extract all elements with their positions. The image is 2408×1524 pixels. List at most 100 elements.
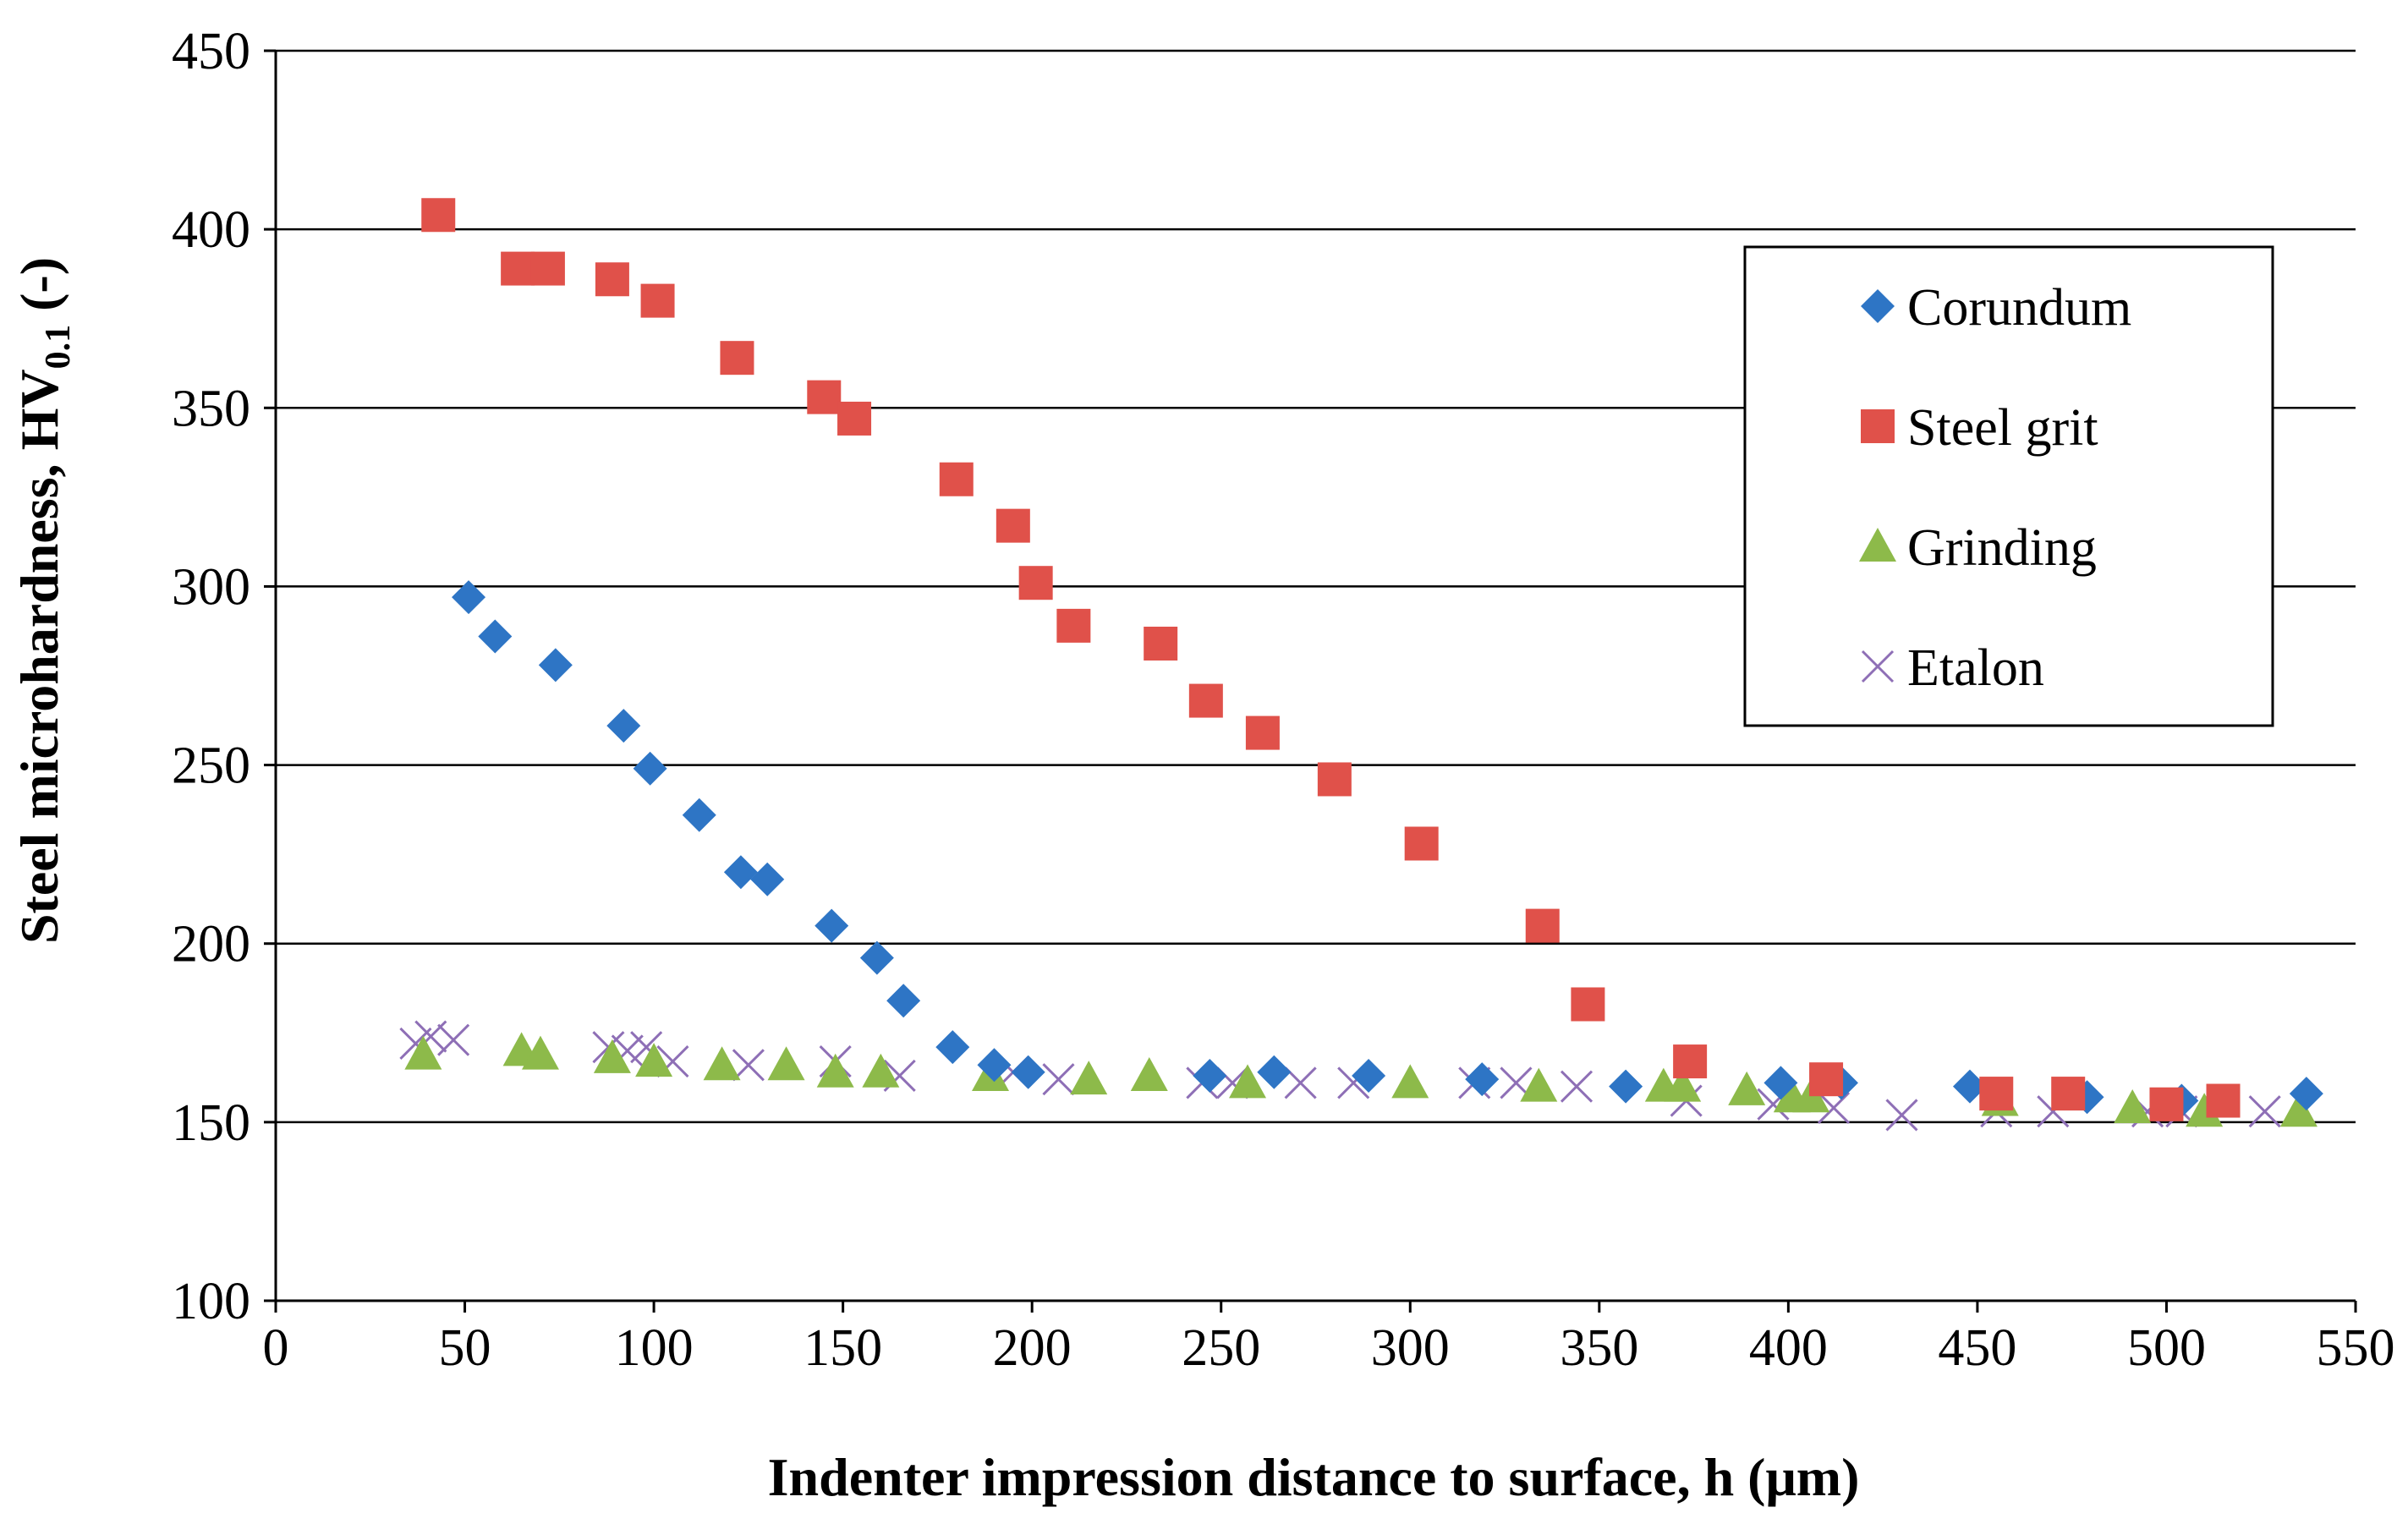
data-point-corundum [1352,1058,1386,1093]
x-tick-label: 500 [2127,1319,2206,1377]
legend-marker-corundum [1861,289,1895,323]
data-point-etalon [1560,1070,1593,1103]
axes [264,49,2357,1313]
marker-stroke [1042,1063,1075,1096]
legend-marker-grinding [1859,528,1896,562]
x-tick-label: 150 [804,1319,882,1377]
data-point-corundum [682,798,716,832]
y-tick-label: 350 [172,380,250,437]
y-tick-label: 150 [172,1094,250,1152]
x-tick-label: 50 [439,1319,491,1377]
data-point-steel-grit [807,380,842,414]
data-point-grinding [1664,1067,1702,1102]
marker-stroke [399,1027,432,1061]
legend-box [1743,245,2274,727]
data-point-steel-grit [595,262,629,297]
data-point-steel-grit [530,251,565,286]
data-point-steel-grit [1979,1077,2014,1111]
marker-stroke [1861,650,1895,683]
x-tick-label: 0 [263,1319,289,1377]
data-point-grinding [404,1035,442,1070]
data-point-corundum [538,648,573,683]
y-axis-title: Steel microhardness, HV0.1 (-) [9,257,78,944]
y-axis-title-subscript: 0.1 [39,325,78,370]
legend-label-grinding: Grinding [1907,519,2097,577]
legend-label-steel-grit: Steel grit [1907,399,2098,457]
x-tick-label: 250 [1182,1319,1260,1377]
data-point-grinding [1728,1071,1766,1105]
data-point-steel-grit [1188,683,1223,718]
data-points [399,198,2323,1132]
data-point-etalon [437,1023,470,1056]
data-point-etalon [732,1049,765,1082]
data-point-etalon [2248,1095,2281,1128]
data-point-corundum [1465,1062,1500,1097]
y-axis-title-suffix: (-) [9,257,69,325]
x-tick-label: 350 [1560,1319,1638,1377]
y-tick-label: 450 [172,23,250,80]
marker-stroke [732,1049,765,1082]
data-point-steel-grit [2206,1083,2241,1118]
data-point-corundum [1763,1066,1798,1100]
data-point-grinding [2114,1088,2152,1123]
y-axis-title-main: Steel microhardness, HV [9,369,69,944]
series-steel-grit [421,198,2241,1121]
data-point-steel-grit [939,462,974,496]
data-point-steel-grit [501,251,535,286]
marker-stroke [1284,1066,1317,1099]
data-point-corundum [750,862,785,896]
legend: Corundum Steel grit Grinding Etalon [1743,245,2274,727]
data-point-steel-grit [2051,1077,2086,1111]
marker-stroke [1216,1066,1249,1099]
data-point-corundum [1257,1055,1292,1089]
data-point-steel-grit [1018,566,1053,600]
data-point-grinding [703,1046,741,1081]
x-tick-label: 550 [2317,1319,2395,1377]
data-point-etalon [1817,1091,1851,1125]
data-point-corundum [935,1030,970,1065]
legend-item-etalon: Etalon [1861,639,2044,697]
data-point-corundum [977,1048,1012,1083]
data-point-corundum [1011,1055,1045,1089]
data-point-steel-grit [421,198,456,233]
data-point-corundum [859,940,894,975]
x-tick-label: 450 [1938,1319,2016,1377]
data-point-grinding [1391,1064,1429,1099]
data-point-etalon [1042,1063,1075,1096]
x-tick-label: 300 [1371,1319,1450,1377]
legend-marker-etalon [1861,650,1895,683]
data-point-steel-grit [2149,1087,2184,1121]
legend-item-steel-grit: Steel grit [1861,399,2098,457]
gridlines [276,49,2356,1124]
data-point-grinding [521,1035,559,1070]
data-point-steel-grit [1571,987,1605,1022]
legend-label-etalon: Etalon [1907,639,2044,697]
data-point-corundum [1193,1058,1227,1093]
data-point-grinding [1229,1064,1267,1099]
legend-marker-steel-grit [1861,409,1895,443]
y-tick-label: 250 [172,737,250,795]
data-point-corundum [1609,1069,1643,1104]
data-point-grinding [2279,1093,2317,1127]
data-point-corundum [633,751,667,786]
y-tick-label: 100 [172,1273,250,1330]
data-point-grinding [767,1046,805,1081]
data-point-corundum [723,855,758,890]
y-tick-label: 200 [172,916,250,973]
y-tick-label: 400 [172,201,250,259]
data-point-grinding [1520,1067,1558,1102]
legend-label-corundum: Corundum [1907,279,2131,337]
marker-stroke [1817,1091,1851,1125]
y-tick-label: 300 [172,558,250,616]
data-point-steel-grit [1245,715,1280,750]
data-point-etalon [1885,1099,1918,1132]
data-point-corundum [2289,1077,2323,1111]
data-point-steel-grit [1673,1044,1708,1079]
marker-stroke [630,1031,663,1064]
data-point-corundum [815,908,849,943]
x-tick-label: 200 [993,1319,1072,1377]
marker-stroke [1560,1070,1593,1103]
data-point-steel-grit [640,283,675,318]
data-point-grinding [1130,1056,1168,1091]
